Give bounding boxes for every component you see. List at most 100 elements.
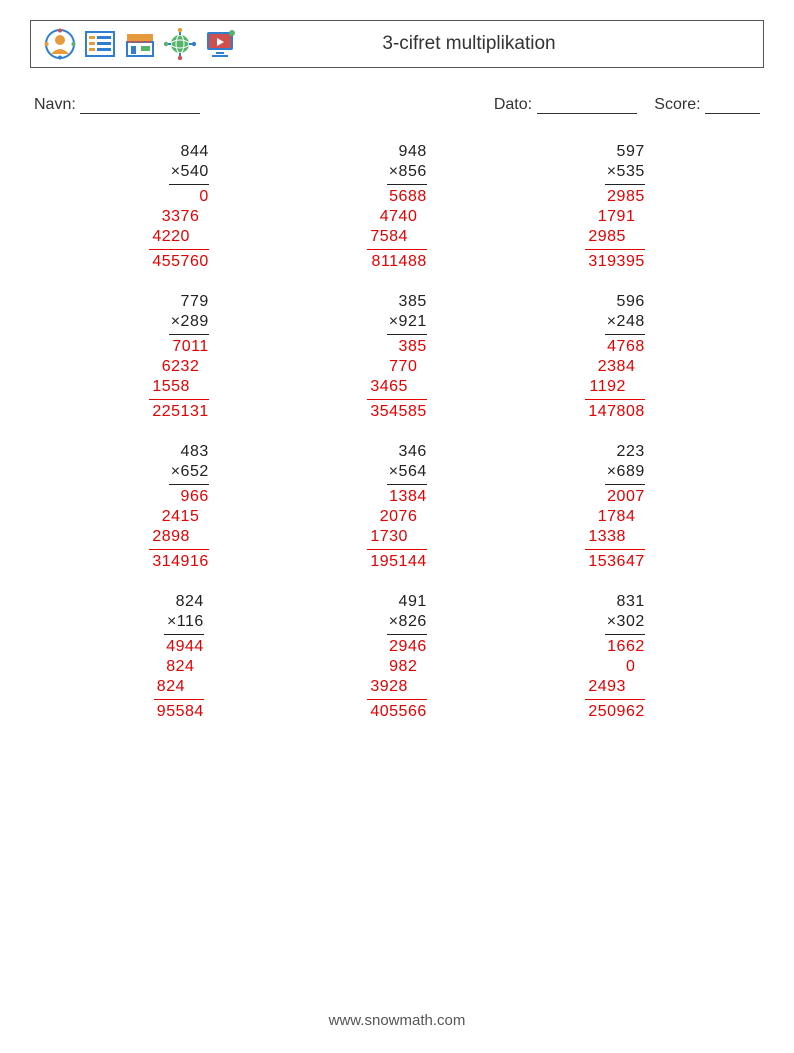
problem-row: 770 <box>367 357 427 377</box>
rule-line <box>367 399 427 400</box>
list-icon <box>83 27 117 61</box>
problem-row: ×535 <box>585 162 645 182</box>
score-underline <box>705 96 760 114</box>
rule-line <box>605 334 645 335</box>
problem-row: 824 <box>154 677 204 697</box>
problem-row: 2007 <box>585 487 645 507</box>
rule-line <box>585 699 645 700</box>
problem-row: 223 <box>585 442 645 462</box>
rule-line <box>367 699 427 700</box>
problem-row: ×116 <box>154 612 204 632</box>
problem-row: 779 <box>149 292 209 312</box>
problem-row: 314916 <box>149 552 209 572</box>
problem-row: 966 <box>149 487 209 507</box>
rule-line <box>387 484 427 485</box>
rule-line <box>169 334 209 335</box>
multiplication-problem: 491 ×826 2946 982 3928 405566 <box>308 592 486 722</box>
problem-row: 385 <box>367 292 427 312</box>
problem-row: 1338 <box>585 527 645 547</box>
problem-row: 844 <box>149 142 209 162</box>
problem-row: 147808 <box>585 402 645 422</box>
problem-row: 225131 <box>149 402 209 422</box>
problem-row: 3465 <box>367 377 427 397</box>
score-label: Score: <box>654 96 700 113</box>
problem-row: 0 <box>585 657 645 677</box>
problem-row: 455760 <box>149 252 209 272</box>
problem-row: 153647 <box>585 552 645 572</box>
problem-row: ×248 <box>585 312 645 332</box>
problem-row: 1662 <box>585 637 645 657</box>
problem-row: ×826 <box>367 612 427 632</box>
rule-line <box>605 634 645 635</box>
header-icons <box>43 27 237 61</box>
video-screen-icon <box>203 27 237 61</box>
problem-row: 1784 <box>585 507 645 527</box>
problem-row: 4220 <box>149 227 209 247</box>
multiplication-problem: 223 ×689 2007 1784 1338 153647 <box>526 442 704 572</box>
name-label: Navn: <box>34 96 76 113</box>
multiplication-problem: 844 ×540 0 3376 4220 455760 <box>90 142 268 272</box>
rule-line <box>149 399 209 400</box>
problem-row: 2985 <box>585 227 645 247</box>
problem-row: 982 <box>367 657 427 677</box>
problem-row: 7011 <box>149 337 209 357</box>
rule-line <box>585 399 645 400</box>
problem-row: ×689 <box>585 462 645 482</box>
multiplication-problem: 779 ×289 7011 6232 1558 225131 <box>90 292 268 422</box>
problem-row: 1791 <box>585 207 645 227</box>
problem-row: 4944 <box>154 637 204 657</box>
multiplication-problem: 483 ×652 966 2415 2898 314916 <box>90 442 268 572</box>
problem-row: 2076 <box>367 507 427 527</box>
problems-grid: 844 ×540 0 3376 4220 455760 948 ×856 568… <box>30 142 764 722</box>
problem-row: 2946 <box>367 637 427 657</box>
problem-row: 597 <box>585 142 645 162</box>
name-field: Navn: <box>34 96 200 114</box>
rule-line <box>367 549 427 550</box>
multiplication-problem: 831 ×302 1662 0 2493 250962 <box>526 592 704 722</box>
multiplication-problem: 948 ×856 5688 4740 7584 811488 <box>308 142 486 272</box>
rule-line <box>169 184 209 185</box>
problem-row: ×564 <box>367 462 427 482</box>
problem-row: 3928 <box>367 677 427 697</box>
rule-line <box>367 249 427 250</box>
rule-line <box>154 699 204 700</box>
problem-row: 6232 <box>149 357 209 377</box>
problem-row: 5688 <box>367 187 427 207</box>
globe-network-icon <box>163 27 197 61</box>
problem-row: 1730 <box>367 527 427 547</box>
problem-row: 831 <box>585 592 645 612</box>
storefront-icon <box>123 27 157 61</box>
rule-line <box>149 549 209 550</box>
multiplication-problem: 596 ×248 4768 2384 1192 147808 <box>526 292 704 422</box>
multiplication-problem: 346 ×564 1384 2076 1730 195144 <box>308 442 486 572</box>
problem-row: 7584 <box>367 227 427 247</box>
rule-line <box>387 184 427 185</box>
problem-row: 95584 <box>154 702 204 722</box>
problem-row: 824 <box>154 657 204 677</box>
problem-row: 319395 <box>585 252 645 272</box>
multiplication-problem: 385 ×921 385 770 3465 354585 <box>308 292 486 422</box>
problem-row: 596 <box>585 292 645 312</box>
rule-line <box>149 249 209 250</box>
multiplication-problem: 597 ×535 2985 1791 2985 319395 <box>526 142 704 272</box>
rule-line <box>605 484 645 485</box>
problem-row: 354585 <box>367 402 427 422</box>
problem-row: 483 <box>149 442 209 462</box>
rule-line <box>169 484 209 485</box>
problem-row: 195144 <box>367 552 427 572</box>
name-underline <box>80 96 200 114</box>
problem-row: 2384 <box>585 357 645 377</box>
meta-row: Navn: Dato: Score: <box>30 96 764 114</box>
problem-row: 385 <box>367 337 427 357</box>
problem-row: 2898 <box>149 527 209 547</box>
problem-row: ×540 <box>149 162 209 182</box>
rule-line <box>585 549 645 550</box>
problem-row: 491 <box>367 592 427 612</box>
header: 3-cifret multiplikation <box>30 20 764 68</box>
rule-line <box>387 634 427 635</box>
worksheet-title: 3-cifret multiplikation <box>237 33 751 55</box>
rule-line <box>387 334 427 335</box>
problem-row: 0 <box>149 187 209 207</box>
problem-row: 2493 <box>585 677 645 697</box>
problem-row: 4740 <box>367 207 427 227</box>
